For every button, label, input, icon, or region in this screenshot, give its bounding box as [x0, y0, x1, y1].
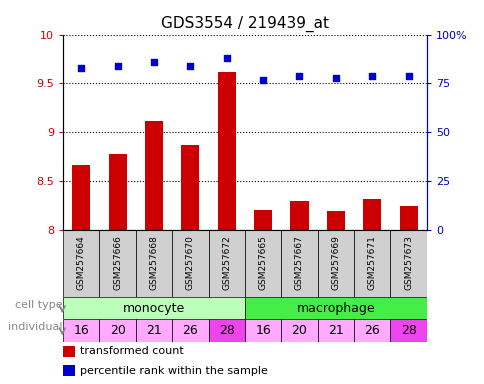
Bar: [108, 154, 126, 230]
Bar: [99, 319, 136, 342]
Text: 20: 20: [291, 324, 307, 337]
Bar: [136, 230, 172, 297]
Point: [77, 65, 85, 71]
Bar: [363, 199, 380, 230]
Bar: [72, 164, 90, 230]
Bar: [290, 201, 308, 230]
Text: individual: individual: [8, 322, 62, 332]
Point: [222, 55, 230, 61]
Text: GSM257665: GSM257665: [258, 235, 267, 290]
Text: cell type: cell type: [15, 300, 62, 310]
Bar: [172, 319, 208, 342]
Text: GSM257673: GSM257673: [403, 235, 412, 290]
Bar: [353, 319, 390, 342]
Bar: [63, 365, 75, 376]
Bar: [281, 319, 317, 342]
Point: [367, 73, 375, 79]
Bar: [136, 319, 172, 342]
Text: 28: 28: [218, 324, 234, 337]
Text: GSM257667: GSM257667: [294, 235, 303, 290]
Bar: [181, 145, 199, 230]
Bar: [353, 230, 390, 297]
Text: 21: 21: [146, 324, 162, 337]
Bar: [390, 230, 426, 297]
Text: 16: 16: [73, 324, 89, 337]
Text: 26: 26: [182, 324, 198, 337]
Text: GSM257668: GSM257668: [149, 235, 158, 290]
Bar: [63, 346, 75, 357]
Point: [404, 73, 411, 79]
Text: GSM257672: GSM257672: [222, 235, 231, 290]
Bar: [390, 319, 426, 342]
Point: [331, 74, 339, 81]
Bar: [63, 319, 99, 342]
Text: GSM257669: GSM257669: [331, 235, 340, 290]
Title: GDS3554 / 219439_at: GDS3554 / 219439_at: [161, 16, 328, 32]
Text: 16: 16: [255, 324, 271, 337]
Text: 21: 21: [327, 324, 343, 337]
Bar: [244, 230, 281, 297]
Point: [258, 76, 266, 83]
Point: [295, 73, 302, 79]
Point: [186, 63, 194, 69]
Text: 26: 26: [363, 324, 379, 337]
Bar: [317, 319, 353, 342]
Bar: [208, 319, 244, 342]
Bar: [217, 72, 235, 230]
Bar: [63, 230, 99, 297]
Text: transformed count: transformed count: [80, 346, 183, 356]
Point: [150, 59, 157, 65]
Bar: [399, 205, 417, 230]
Text: GSM257671: GSM257671: [367, 235, 376, 290]
Bar: [326, 212, 344, 230]
Text: monocyte: monocyte: [122, 302, 185, 315]
Bar: [317, 230, 353, 297]
Bar: [281, 230, 317, 297]
Text: GSM257664: GSM257664: [76, 235, 86, 290]
Text: percentile rank within the sample: percentile rank within the sample: [80, 366, 267, 376]
Text: macrophage: macrophage: [296, 302, 375, 315]
Bar: [145, 121, 163, 230]
Text: GSM257670: GSM257670: [185, 235, 195, 290]
Bar: [99, 230, 136, 297]
Bar: [63, 297, 244, 319]
Bar: [172, 230, 208, 297]
Point: [113, 63, 121, 69]
Bar: [244, 297, 426, 319]
Bar: [208, 230, 244, 297]
Bar: [254, 210, 272, 230]
Bar: [244, 319, 281, 342]
Text: 20: 20: [109, 324, 125, 337]
Text: 28: 28: [400, 324, 416, 337]
Text: GSM257666: GSM257666: [113, 235, 122, 290]
